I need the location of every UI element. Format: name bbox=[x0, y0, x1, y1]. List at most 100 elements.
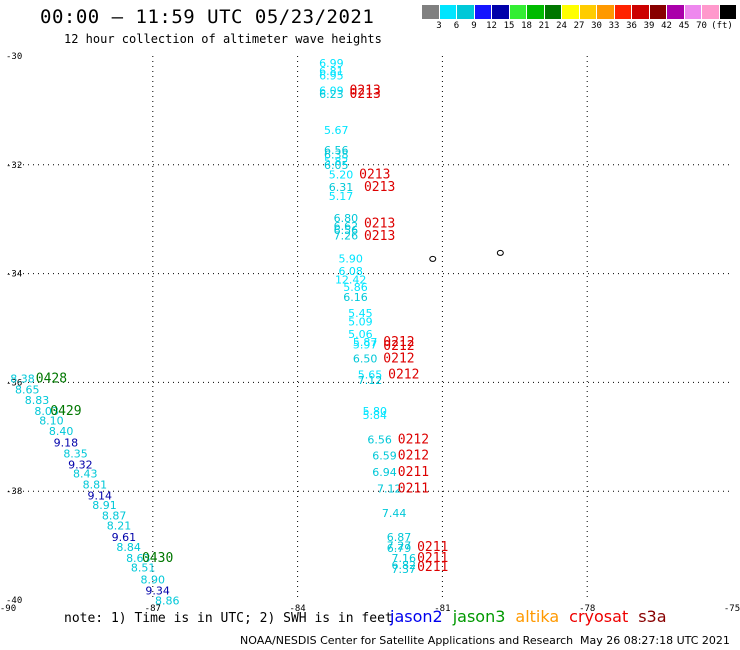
swh-label: 5.84 bbox=[363, 409, 388, 422]
swh-label: 8.63 bbox=[126, 552, 151, 565]
time-label: 0212 bbox=[388, 368, 419, 383]
swh-label: 5.20 bbox=[329, 168, 354, 181]
land-island-2 bbox=[496, 249, 504, 256]
y-tick-label: -36 bbox=[6, 378, 22, 388]
swh-label: 6.38 bbox=[324, 148, 349, 161]
colorbar-label: 30 bbox=[591, 21, 602, 31]
swh-label: 7.37 bbox=[392, 563, 417, 576]
x-tick-label: -78 bbox=[579, 604, 595, 614]
satellite-legend: jason2 jason3 altika cryosat s3a bbox=[390, 607, 677, 626]
time-label: 0428 bbox=[36, 371, 67, 386]
colorbar-swatch bbox=[422, 5, 440, 19]
time-label: 0212 bbox=[383, 339, 414, 354]
colorbar-label: 21 bbox=[538, 21, 550, 31]
swh-label: 5.82 bbox=[324, 155, 349, 168]
colorbar-label: 12 bbox=[486, 21, 497, 31]
colorbar-label: 70 bbox=[696, 21, 707, 31]
swh-label: 6.23 bbox=[319, 88, 344, 101]
x-tick-label: -75 bbox=[724, 604, 740, 614]
swh-label: 6.82 bbox=[392, 559, 417, 572]
colorbar-label: 24 bbox=[556, 21, 567, 31]
colorbar-labels: 3 6 9 12 15 18 21 24 27 30 33 36 39 42 45 70 (ft) bbox=[422, 21, 740, 33]
swh-label: 8.91 bbox=[92, 499, 117, 512]
time-label: 0213 bbox=[350, 87, 381, 102]
swh-label: 8.81 bbox=[83, 478, 108, 491]
time-label: 0211 bbox=[417, 540, 448, 555]
colorbar-swatch bbox=[667, 5, 685, 19]
swh-label: 9.34 bbox=[145, 585, 170, 598]
time-label: 0211 bbox=[398, 481, 429, 496]
colorbar-label: 18 bbox=[521, 21, 532, 31]
colorbar-swatch bbox=[544, 5, 562, 19]
swh-label: 5.45 bbox=[348, 307, 373, 320]
swh-label: 6.50 bbox=[353, 352, 378, 365]
swh-label: 6.09 bbox=[319, 85, 344, 98]
x-tick-label: -90 bbox=[0, 604, 16, 614]
swh-label: 6.62 bbox=[334, 220, 359, 233]
swh-label: 5.65 bbox=[358, 369, 383, 382]
time-label: 0213 bbox=[350, 84, 381, 99]
swh-label: 7.12 bbox=[358, 374, 383, 387]
swh-label: 8.40 bbox=[49, 425, 74, 438]
time-label: 0213 bbox=[364, 180, 395, 195]
y-tick-label: -32 bbox=[6, 161, 22, 171]
swh-label: 9.32 bbox=[68, 458, 93, 471]
swh-label: 6.94 bbox=[372, 466, 397, 479]
swh-label: 6.81 bbox=[319, 65, 344, 78]
swh-label: 5.06 bbox=[348, 328, 373, 341]
swh-label: 12.42 bbox=[335, 273, 367, 286]
y-tick-label: -40 bbox=[6, 596, 22, 606]
swh-label: 7.12 bbox=[377, 482, 402, 495]
timestamp-text: May 26 08:27:18 UTC 2021 bbox=[580, 634, 730, 647]
swh-label: 8.86 bbox=[155, 594, 180, 607]
swh-label: 6.56 bbox=[324, 144, 349, 157]
swh-label: 5.97 bbox=[353, 339, 378, 352]
swh-label: 8.51 bbox=[131, 562, 156, 575]
satellite-jason3: jason3 bbox=[452, 607, 506, 626]
colorbar-label: 27 bbox=[573, 21, 585, 31]
colorbar-label: 3 bbox=[436, 21, 442, 31]
time-label: 0211 bbox=[417, 560, 448, 575]
colorbar-swatch bbox=[702, 5, 720, 19]
colorbar-swatch bbox=[579, 5, 597, 19]
swh-label: 8.21 bbox=[107, 519, 132, 532]
swh-label: 5.17 bbox=[329, 190, 354, 203]
swh-label: 5.80 bbox=[363, 405, 388, 418]
colorbar-swatch bbox=[649, 5, 667, 19]
colorbar-label: 42 bbox=[661, 21, 672, 31]
colorbar-swatch bbox=[597, 5, 615, 19]
swh-label: 6.87 bbox=[387, 531, 412, 544]
time-label: 0211 bbox=[417, 551, 448, 566]
colorbar-swatch bbox=[474, 5, 492, 19]
swh-label: 6.31 bbox=[329, 181, 354, 194]
land-island-1 bbox=[429, 255, 437, 262]
footer-note: note: 1) Time is in UTC; 2) SWH is in fe… bbox=[64, 611, 393, 626]
colorbar-label: 39 bbox=[643, 21, 655, 31]
colorbar-swatch bbox=[562, 5, 580, 19]
colorbar-swatch bbox=[439, 5, 457, 19]
swh-label: 5.67 bbox=[324, 124, 349, 137]
swh-label: 6.79 bbox=[387, 542, 412, 555]
chart-subtitle: 12 hour collection of altimeter wave hei… bbox=[64, 32, 382, 46]
swh-label: 8.03 bbox=[34, 405, 59, 418]
swh-label: 6.80 bbox=[334, 212, 359, 225]
chart-title: 00:00 — 11:59 UTC 05/23/2021 bbox=[40, 6, 375, 28]
colorbar-label: 6 bbox=[453, 21, 460, 31]
swh-label: 6.59 bbox=[372, 450, 397, 463]
swh-label: 5.90 bbox=[338, 253, 363, 266]
swh-label: 7.27 bbox=[387, 539, 412, 552]
colorbar-swatch bbox=[684, 5, 702, 19]
colorbar-swatch bbox=[719, 5, 737, 19]
swh-label: 6.56 bbox=[367, 433, 392, 446]
swh-label: 9.61 bbox=[112, 531, 137, 544]
x-tick-label: -87 bbox=[145, 604, 161, 614]
satellite-cryosat: cryosat bbox=[569, 607, 629, 626]
time-label: 0430 bbox=[142, 551, 173, 566]
time-label: 0212 bbox=[398, 432, 429, 447]
swh-label: 6.95 bbox=[319, 69, 344, 82]
swh-label: 7.26 bbox=[334, 229, 359, 242]
colorbar-label: 15 bbox=[503, 21, 515, 31]
colorbar-swatch bbox=[509, 5, 527, 19]
time-label: 0212 bbox=[398, 449, 429, 464]
